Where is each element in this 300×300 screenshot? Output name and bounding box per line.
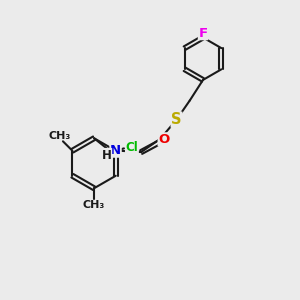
Text: O: O xyxy=(158,133,169,146)
Text: N: N xyxy=(110,144,121,157)
Text: CH₃: CH₃ xyxy=(49,131,71,141)
Text: H: H xyxy=(102,148,112,161)
Text: F: F xyxy=(198,27,208,40)
Text: Cl: Cl xyxy=(125,141,138,154)
Text: CH₃: CH₃ xyxy=(83,200,105,210)
Text: S: S xyxy=(171,112,182,127)
